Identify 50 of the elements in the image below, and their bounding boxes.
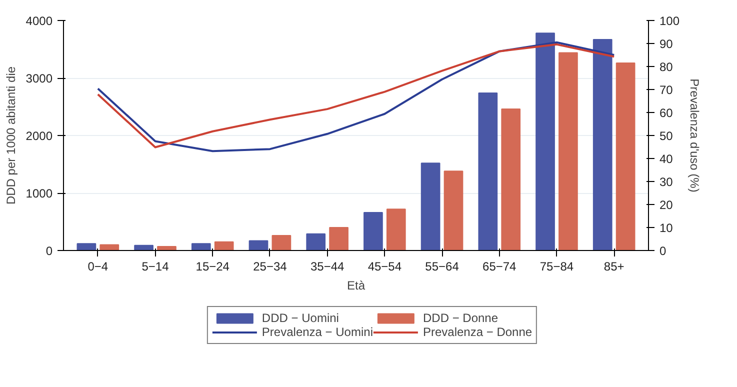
x-tick-label: 75−84 <box>540 260 574 274</box>
bar <box>272 235 292 250</box>
y2-tick-label: 90 <box>660 37 674 51</box>
y2-tick-label: 70 <box>660 83 674 97</box>
x-axis-title: Età <box>346 278 366 292</box>
legend-label: Prevalenza − Donne <box>422 325 532 339</box>
x-tick-label: 45−54 <box>368 260 402 274</box>
y-axis-title: DDD per 1000 abitanti die <box>4 66 18 205</box>
bar <box>191 243 211 250</box>
y2-tick-label: 100 <box>660 14 680 28</box>
bar <box>76 243 96 250</box>
bar <box>616 62 636 250</box>
x-tick-label: 65−74 <box>482 260 517 274</box>
bar <box>248 240 268 250</box>
bar <box>558 52 578 250</box>
x-tick-label: 25−34 <box>253 260 288 274</box>
bar <box>501 108 521 250</box>
bar <box>420 162 440 250</box>
y-tick-label: 2000 <box>26 129 53 143</box>
bar <box>364 212 383 250</box>
y2-tick-label: 40 <box>660 152 674 166</box>
bar <box>386 208 406 250</box>
y2-tick-label: 80 <box>660 60 674 74</box>
bar <box>478 92 498 250</box>
x-tick-label: 55−64 <box>425 260 460 274</box>
y-tick-label: 3000 <box>26 72 53 86</box>
bar <box>214 241 234 250</box>
y2-tick-label: 30 <box>660 175 674 189</box>
bar <box>536 32 555 250</box>
y2-tick-label: 60 <box>660 106 674 120</box>
bar <box>592 38 612 250</box>
x-tick-label: 15−24 <box>196 260 230 274</box>
x-tick-label: 5−14 <box>142 260 170 274</box>
bar <box>444 170 464 250</box>
y2-axis-title: Prevalenza d'uso (%) <box>688 78 702 192</box>
y2-tick-label: 20 <box>660 198 674 212</box>
y2-tick-label: 0 <box>660 244 666 258</box>
y2-tick-label: 50 <box>660 129 674 143</box>
y-tick-label: 0 <box>46 244 53 258</box>
legend-label: DDD − Uomini <box>262 311 339 325</box>
legend-label: DDD − Donne <box>422 311 498 325</box>
bar <box>329 227 348 250</box>
y-tick-label: 4000 <box>26 14 53 28</box>
bar <box>306 233 326 250</box>
y2-tick-label: 10 <box>660 221 674 235</box>
x-tick-label: 85+ <box>604 260 624 274</box>
x-tick-label: 35−44 <box>310 260 344 274</box>
y-tick-label: 1000 <box>26 186 53 200</box>
legend-label: Prevalenza − Uomini <box>262 325 373 339</box>
x-tick-label: 0−4 <box>88 260 108 274</box>
